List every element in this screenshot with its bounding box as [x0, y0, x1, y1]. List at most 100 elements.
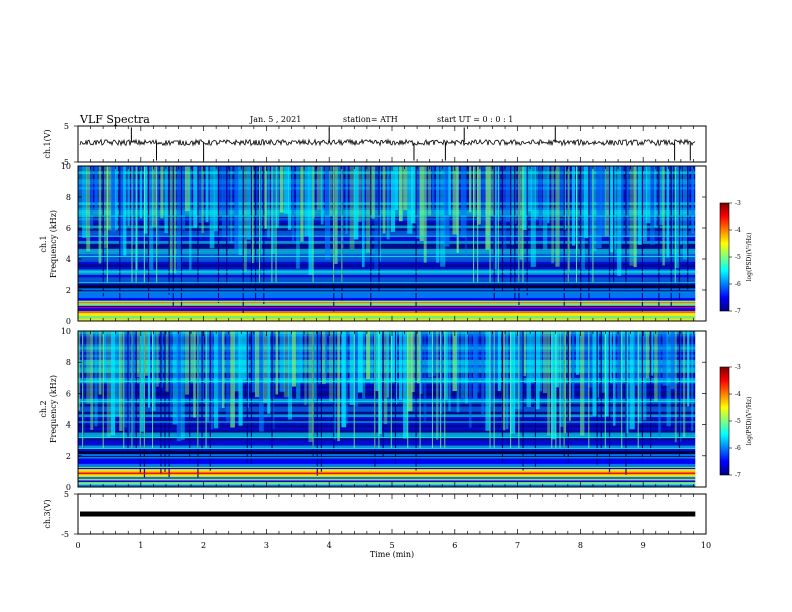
- spectrogram-dark-line: [242, 166, 244, 314]
- spectrogram-streak: [460, 166, 466, 238]
- spectrogram-streak: [349, 331, 355, 405]
- spectrogram-streak: [189, 166, 192, 270]
- spectrogram-streak: [296, 331, 301, 399]
- spectrogram-bright-line: [555, 331, 557, 448]
- spectrogram-streak: [575, 166, 579, 250]
- spectrogram-bright-line: [477, 166, 479, 283]
- spectrogram-band: [78, 295, 696, 299]
- spectrogram-streak: [497, 166, 501, 222]
- spectrogram-streak: [403, 166, 408, 211]
- spectrogram-streak: [168, 331, 173, 412]
- spectrogram-streak: [510, 331, 516, 434]
- spectrogram-lowline: [78, 313, 696, 315]
- spectrogram-streak: [205, 331, 210, 423]
- spectrogram-streak: [604, 331, 609, 417]
- spectrogram-dark-line: [534, 331, 537, 469]
- spectrogram-bright-line: [604, 331, 606, 448]
- x-tick-label: 4: [327, 541, 332, 550]
- spectrogram-streak: [349, 166, 355, 250]
- spectrogram-bright-line: [82, 331, 84, 448]
- spectrogram-dark-line: [168, 331, 170, 478]
- spectrogram-bright-line: [493, 331, 495, 448]
- spectrogram-streak: [180, 331, 185, 440]
- spectrogram-streak: [682, 331, 686, 438]
- spectrogram-bright-line: [390, 331, 392, 448]
- spectrogram-streak: [662, 331, 668, 386]
- spectrogram-band: [78, 474, 696, 477]
- spectrogram-bright-line: [518, 331, 520, 448]
- spectrogram-streak: [543, 166, 548, 250]
- spectrogram-streak: [596, 166, 602, 249]
- spectrogram-bright-line: [674, 166, 676, 283]
- spectrogram-streak: [538, 166, 543, 227]
- spectrogram-streak: [427, 331, 433, 378]
- spectrogram-hline: [78, 448, 696, 449]
- spectrogram-lowline: [78, 472, 696, 475]
- spectrogram-streak: [682, 166, 688, 260]
- spectrogram-streak: [456, 166, 459, 253]
- spectrogram-streak: [584, 166, 590, 239]
- spectrogram-bright-line: [102, 331, 104, 448]
- spectrogram-streak: [588, 331, 593, 388]
- spectrogram-dark-line: [127, 331, 129, 454]
- spectrogram-streak: [271, 331, 275, 430]
- spectrogram-streak: [333, 331, 336, 440]
- spectrogram-band: [78, 442, 696, 446]
- spectrogram-streak: [176, 331, 182, 442]
- ch1-colorbar: -3 -4 -5 -6 -7 log(PSD)(V²/Hz): [719, 200, 753, 315]
- spectrogram-dark-line: [394, 331, 397, 464]
- spectrogram-streak: [230, 166, 233, 244]
- spectrogram-streak: [341, 331, 347, 428]
- spectrogram-streak: [436, 166, 440, 263]
- spectrogram-streak: [246, 166, 252, 240]
- spectrogram-streak: [209, 166, 215, 249]
- spectrogram-streak: [645, 166, 651, 224]
- spectrogram-streak: [164, 166, 168, 233]
- spectrogram-streak: [390, 331, 396, 382]
- spectrogram-streak: [185, 331, 190, 395]
- spectrogram-streak: [259, 166, 263, 255]
- spectrogram-dark-line: [333, 331, 335, 453]
- spectrogram-streak: [267, 331, 271, 414]
- spectrogram-band: [78, 259, 696, 262]
- spectrogram-bright-line: [431, 331, 433, 448]
- spectrogram-streak: [501, 331, 506, 431]
- spectrogram-bright-line: [152, 331, 154, 448]
- spectrogram-streak: [123, 166, 127, 256]
- spectrogram-dark-line: [382, 331, 384, 457]
- spectrogram-streak: [526, 166, 532, 212]
- spectrogram-streak: [164, 331, 170, 392]
- spectrogram-streak: [440, 331, 443, 414]
- spectrogram-empty: [695, 331, 706, 487]
- spectrogram-streak: [431, 331, 436, 376]
- spectrogram-streak: [604, 166, 610, 237]
- spectrogram-streak: [691, 166, 695, 234]
- spectrogram-bright-line: [271, 166, 273, 283]
- spectrogram-bright-line: [637, 331, 639, 448]
- spectrogram-streak: [213, 166, 218, 232]
- spectrogram-streak: [650, 166, 655, 245]
- spectrogram-bright-line: [135, 166, 137, 283]
- spectrogram-band: [78, 240, 696, 244]
- spectrogram-streak: [374, 166, 379, 271]
- spectrogram-bright-line: [510, 331, 512, 448]
- spectrogram-streak: [193, 166, 199, 228]
- spectrogram-streak: [510, 166, 514, 245]
- spectrogram-hline: [78, 457, 696, 459]
- spectrogram-band: [78, 266, 696, 270]
- spectrogram-hline: [78, 421, 696, 423]
- spectrogram-dark-line: [670, 166, 672, 309]
- spectrogram-streak: [423, 331, 427, 422]
- spectrogram-dark-line: [250, 331, 253, 464]
- spectrogram-streak: [687, 331, 690, 407]
- spectrogram-streak: [152, 331, 156, 412]
- spectrogram-streak: [444, 166, 450, 247]
- spectrogram-band: [78, 271, 696, 275]
- spectrogram-bright-line: [123, 331, 125, 448]
- spectrogram-dark-line: [522, 331, 524, 471]
- spectrogram-band: [78, 168, 696, 172]
- spectrogram-bright-line: [333, 166, 335, 283]
- spectrogram-band: [78, 458, 696, 462]
- spectrogram-band: [78, 308, 696, 311]
